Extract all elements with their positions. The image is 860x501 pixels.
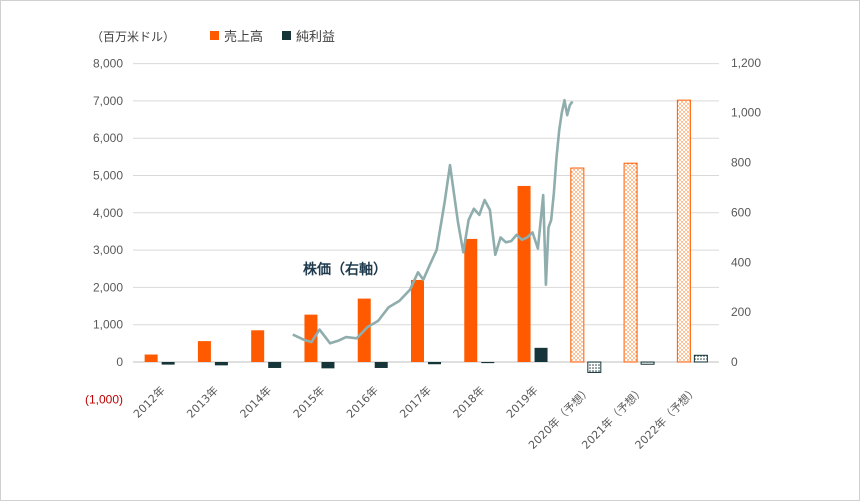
y-right-tick-label: 600 [731, 205, 751, 219]
net-income-bar [321, 362, 335, 369]
net-income-bar [374, 362, 388, 368]
net-income-bar [268, 362, 282, 368]
sales-bar [304, 314, 318, 362]
legend-label-sales: 売上高 [224, 29, 263, 45]
sales-bar [411, 279, 424, 362]
sales-bar [464, 238, 478, 362]
x-axis-label: 2013年 [184, 383, 221, 420]
y-right-tick-label: 400 [731, 255, 751, 269]
net-income-bar [214, 362, 228, 366]
legend: 売上高 純利益 [210, 29, 335, 45]
stock-price-line [292, 98, 574, 345]
y-right-tick-label: 800 [731, 156, 751, 170]
y-right-tick-label: 0 [731, 355, 738, 369]
y-right-tick-label: 200 [731, 305, 751, 319]
y-left-tick-label: 2,000 [93, 280, 123, 294]
gridlines [133, 63, 719, 363]
net-income-bar-forecast [640, 361, 655, 365]
stock-price-annotation: 株価（右軸） [303, 261, 387, 278]
net-income-bar [161, 362, 175, 365]
y-left-tick-label: 7,000 [93, 94, 123, 108]
y-axis-right: 0 200 400 600 800 1,000 1,200 [731, 56, 761, 369]
sales-bar-forecast [570, 167, 585, 363]
unit-label: （百万米ドル） [91, 30, 175, 44]
sales-bar-forecast [676, 99, 691, 363]
y-axis-left: (1,000) 0 1,000 2,000 3,000 4,000 5,000 6,000 7,… [85, 57, 123, 407]
x-axis-label: 2019年 [503, 383, 540, 420]
y-left-tick-label: 8,000 [93, 57, 123, 71]
bar-series [144, 99, 708, 373]
net-income-bar [428, 362, 441, 365]
net-income-bar [481, 362, 495, 364]
x-axis-label: 2014年 [237, 383, 274, 420]
x-axis-labels: 2012年 2013年 2014年 2015年 2016年 2017年 2018年 2019年… [130, 383, 700, 452]
legend-label-net-income: 純利益 [296, 30, 335, 45]
sales-bar [517, 185, 531, 362]
y-right-tick-label: 1,200 [731, 56, 761, 70]
x-axis-label: 2016年 [343, 383, 380, 420]
y-left-tick-label: 6,000 [93, 131, 123, 145]
y-left-tick-label: (1,000) [85, 392, 123, 406]
net-income-bar-forecast [693, 354, 708, 363]
sales-bar-forecast [623, 162, 638, 363]
x-axis-label: 2018年 [450, 383, 487, 420]
y-left-tick-label: 3,000 [93, 243, 123, 257]
x-axis-label: 2012年 [130, 383, 167, 420]
x-axis-label: 2017年 [397, 383, 434, 420]
y-left-tick-label: 5,000 [93, 169, 123, 183]
legend-swatch-sales [210, 31, 219, 40]
net-income-bar [534, 347, 548, 362]
legend-swatch-net-income [282, 31, 291, 40]
sales-bar [197, 341, 211, 362]
sales-bar [251, 330, 265, 362]
y-left-tick-label: 0 [116, 355, 123, 369]
y-right-tick-label: 1,000 [731, 106, 761, 120]
y-left-tick-label: 1,000 [93, 318, 123, 332]
y-left-tick-label: 4,000 [93, 206, 123, 220]
sales-bar [144, 354, 158, 362]
x-axis-label: 2015年 [290, 383, 327, 420]
net-income-bar-forecast [587, 361, 602, 373]
